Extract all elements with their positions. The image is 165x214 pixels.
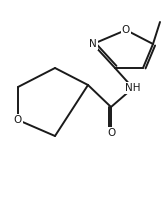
Text: NH: NH <box>125 83 141 93</box>
Text: O: O <box>122 25 130 35</box>
Text: O: O <box>14 115 22 125</box>
Text: N: N <box>89 39 97 49</box>
Text: O: O <box>107 128 115 138</box>
